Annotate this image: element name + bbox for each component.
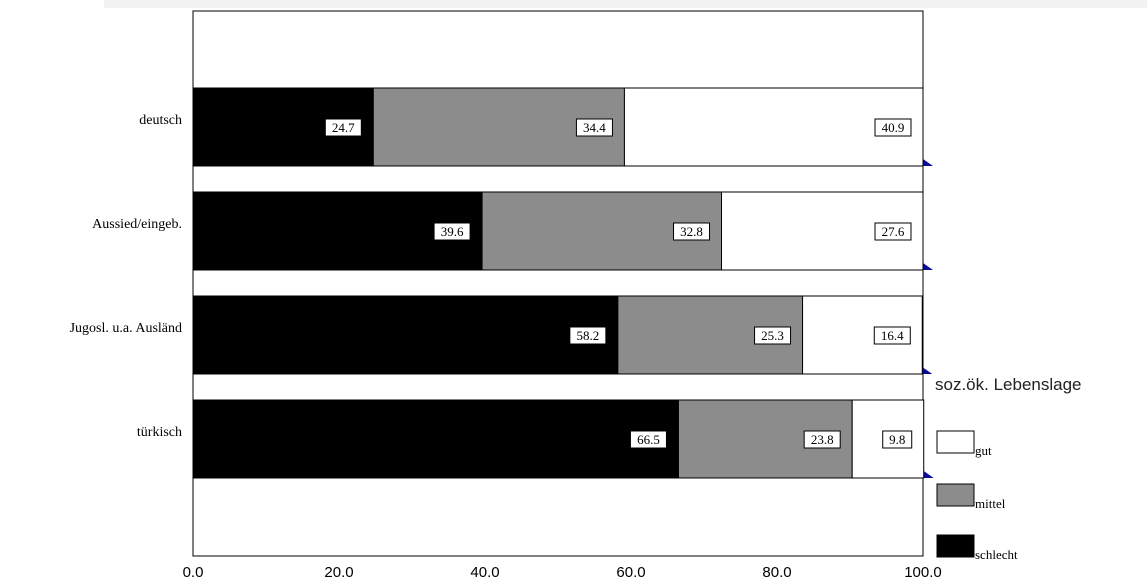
- legend-swatch-mittel: [936, 483, 975, 507]
- data-label-text: 58.2: [576, 328, 599, 343]
- data-label-box: [433, 222, 471, 241]
- bar-segment-schlecht: [192, 295, 619, 375]
- data-label: 9.8: [882, 430, 913, 449]
- data-label-box: [569, 326, 607, 345]
- data-label-box: [873, 326, 911, 345]
- x-tick-label: 20.0: [324, 564, 353, 581]
- data-label-box: [803, 430, 841, 449]
- data-label-text: 66.5: [637, 432, 660, 447]
- legend-swatch-schlecht: [936, 534, 975, 558]
- legend-label-mittel: mittel: [975, 496, 1006, 511]
- category-label: deutsch: [139, 113, 182, 128]
- data-label-text: 25.3: [761, 328, 784, 343]
- x-tick-label: 40.0: [470, 564, 499, 581]
- data-label: 40.9: [874, 118, 912, 137]
- data-label-box: [673, 222, 711, 241]
- data-label: 24.7: [324, 118, 362, 137]
- bar-segment-schlecht: [192, 399, 679, 479]
- data-label-box: [754, 326, 792, 345]
- legend-label-gut: gut: [975, 443, 992, 458]
- category-label: Aussied/eingeb.: [92, 217, 182, 232]
- data-label: 39.6: [433, 222, 471, 241]
- x-tick-label: 0.0: [183, 564, 204, 581]
- bar-segment-gut: [623, 87, 924, 167]
- data-label-box: [882, 430, 913, 449]
- data-label-text: 39.6: [441, 224, 464, 239]
- legend-label-schlecht: schlecht: [975, 547, 1018, 562]
- data-label-box: [874, 222, 912, 241]
- data-label: 23.8: [803, 430, 841, 449]
- data-label: 34.4: [575, 118, 613, 137]
- x-tick-label: 100.0: [904, 564, 942, 581]
- data-label-box: [575, 118, 613, 137]
- data-label-text: 27.6: [882, 224, 905, 239]
- data-label-text: 32.8: [680, 224, 703, 239]
- data-label-text: 24.7: [332, 120, 355, 135]
- data-label: 16.4: [873, 326, 911, 345]
- data-label: 25.3: [754, 326, 792, 345]
- data-label-text: 16.4: [881, 328, 904, 343]
- data-label-text: 40.9: [882, 120, 905, 135]
- data-label: 27.6: [874, 222, 912, 241]
- data-label: 58.2: [569, 326, 607, 345]
- data-label: 66.5: [629, 430, 667, 449]
- legend-title: soz.ök. Lebenslage: [935, 375, 1082, 394]
- legend-swatch-gut: [936, 430, 975, 454]
- data-label-box: [629, 430, 667, 449]
- data-label: 32.8: [673, 222, 711, 241]
- data-label-text: 34.4: [583, 120, 606, 135]
- category-label: Jugosl. u.a. Ausländ: [70, 321, 182, 336]
- top-bar: [104, 0, 1147, 8]
- x-tick-label: 80.0: [762, 564, 791, 581]
- x-tick-label: 60.0: [616, 564, 645, 581]
- data-label-text: 23.8: [811, 432, 834, 447]
- data-label-box: [324, 118, 362, 137]
- bar-segment-gut: [721, 191, 924, 271]
- data-label-box: [874, 118, 912, 137]
- data-label-text: 9.8: [889, 432, 905, 447]
- category-label: türkisch: [137, 425, 182, 440]
